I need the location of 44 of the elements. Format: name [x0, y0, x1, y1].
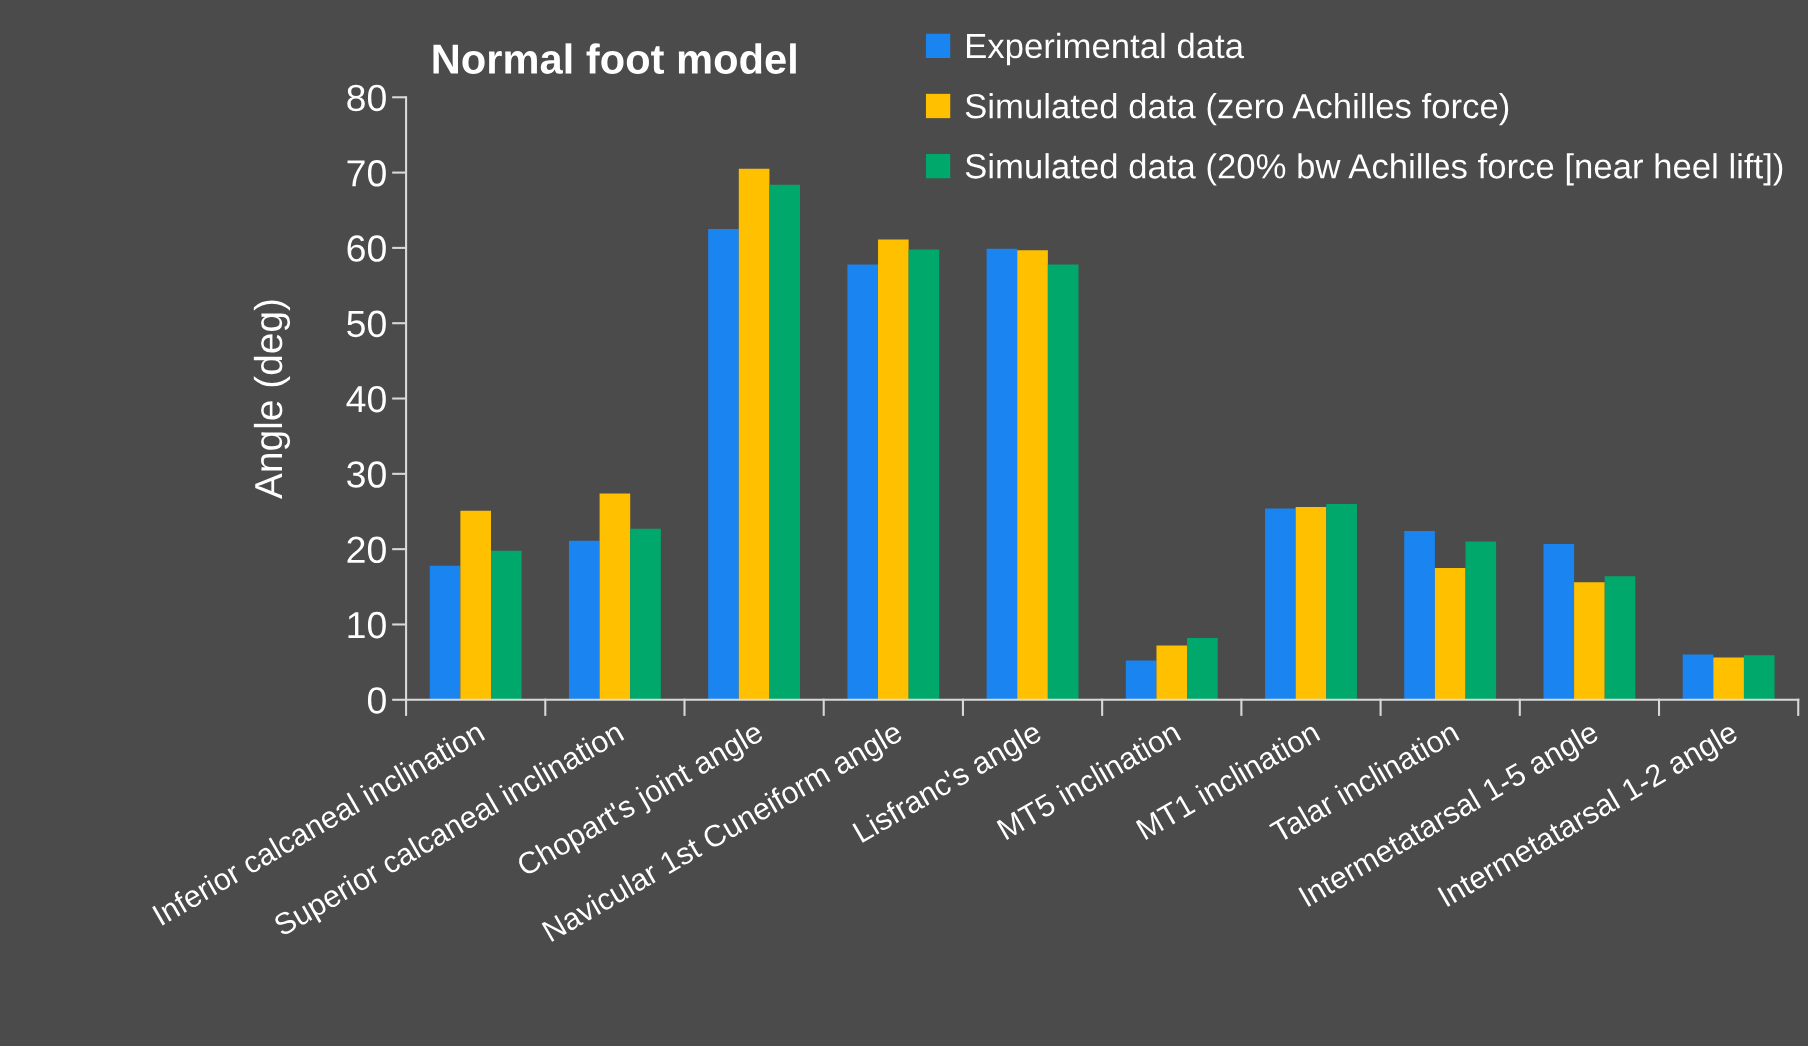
- bar: [1326, 503, 1357, 700]
- bar: [1465, 541, 1497, 700]
- chart-title: Normal foot model: [433, 43, 796, 74]
- bar: [1404, 531, 1435, 700]
- bar: [1682, 654, 1714, 700]
- y-tick-label: 60: [347, 235, 386, 262]
- bar: [1295, 506, 1327, 700]
- bar: [599, 493, 631, 700]
- bar: [630, 528, 661, 700]
- bar: [1543, 543, 1575, 700]
- bar: [986, 248, 1018, 700]
- legend-label: Experimental data: [966, 32, 1245, 66]
- y-axis-title: Angle (deg): [253, 300, 291, 499]
- bar: [1187, 638, 1218, 700]
- y-tick-label: 80: [347, 84, 386, 112]
- bar: [1574, 582, 1605, 700]
- bar: [1017, 250, 1048, 700]
- bar: [769, 184, 801, 700]
- bar: [1265, 508, 1296, 700]
- bar: [908, 249, 940, 700]
- y-tick-label: 70: [347, 159, 386, 187]
- legend-label: Simulated data (zero Achilles force): [965, 92, 1509, 126]
- y-tick-label: 30: [347, 461, 386, 488]
- bar: [708, 229, 739, 700]
- bar: [568, 540, 600, 700]
- y-tick-label: 10: [348, 611, 386, 639]
- bar: [1604, 576, 1636, 700]
- bar: [847, 264, 879, 700]
- y-tick-label: 0: [367, 687, 386, 714]
- bar: [1156, 645, 1188, 700]
- bar: [429, 565, 461, 700]
- bar: [738, 168, 770, 700]
- y-tick-label: 40: [346, 385, 386, 413]
- y-tick-label: 50: [347, 310, 386, 338]
- bar: [1743, 655, 1775, 700]
- bar: [878, 239, 909, 700]
- bar: [1434, 567, 1466, 700]
- bar: [1047, 264, 1079, 700]
- legend-label: Simulated data (20% bw Achilles force [near heel lift]): [965, 153, 1783, 186]
- y-tick-label: 20: [347, 536, 386, 564]
- bar: [1713, 657, 1744, 700]
- bar: [491, 550, 522, 700]
- bar: [1125, 660, 1157, 700]
- bar: [460, 510, 491, 700]
